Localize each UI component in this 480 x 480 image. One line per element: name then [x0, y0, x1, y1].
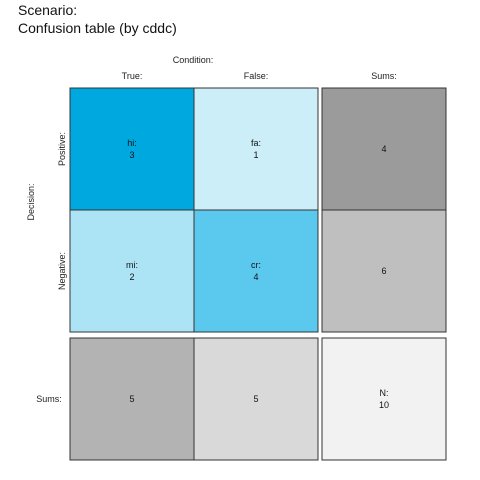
cell-value-0-2: 4	[381, 144, 386, 154]
row-label-0: Positive:	[57, 132, 67, 166]
row-label-1: Negative:	[57, 252, 67, 290]
col-label-0: True:	[122, 71, 143, 81]
cell-value-0-0: 3	[129, 150, 134, 160]
cell-1-0	[70, 210, 194, 332]
cell-label-1-1: cr:	[251, 260, 261, 270]
cell-0-1	[194, 88, 318, 210]
cell-value-1-1: 4	[253, 272, 258, 282]
cell-2-2	[322, 338, 446, 460]
col-label-1: False:	[244, 71, 269, 81]
row-label-2: Sums:	[36, 394, 62, 404]
cell-value-1-0: 2	[129, 272, 134, 282]
cell-0-0	[70, 88, 194, 210]
cell-label-0-1: fa:	[251, 138, 261, 148]
cell-label-2-2: N:	[380, 388, 389, 398]
cell-label-1-0: mi:	[126, 260, 138, 270]
cell-value-2-2: 10	[379, 400, 389, 410]
cell-1-1	[194, 210, 318, 332]
cell-value-2-1: 5	[253, 394, 258, 404]
cell-label-0-0: hi:	[127, 138, 137, 148]
cell-value-1-2: 6	[381, 266, 386, 276]
cell-value-0-1: 1	[253, 150, 258, 160]
condition-label: Condition:	[173, 55, 214, 65]
col-label-2: Sums:	[371, 71, 397, 81]
decision-label: Decision:	[26, 183, 36, 220]
cell-value-2-0: 5	[129, 394, 134, 404]
